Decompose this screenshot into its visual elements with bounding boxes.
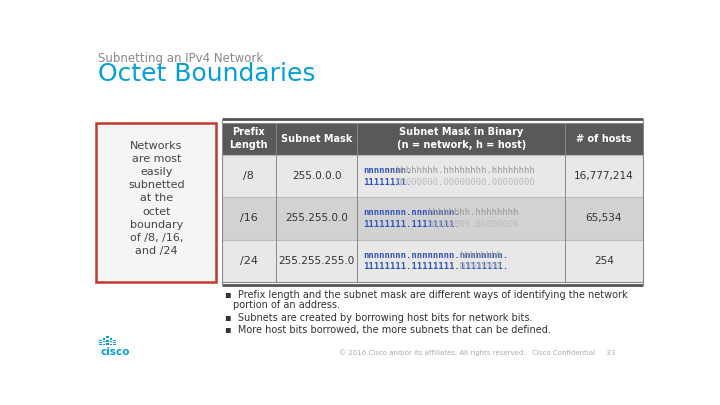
Text: 65,534: 65,534 bbox=[585, 213, 622, 224]
Bar bbox=[222, 197, 642, 240]
Bar bbox=[113, 342, 116, 343]
Bar bbox=[107, 336, 109, 338]
Text: 00000000: 00000000 bbox=[459, 262, 502, 271]
Text: /8: /8 bbox=[243, 171, 254, 181]
Bar bbox=[109, 338, 112, 340]
Bar bbox=[222, 155, 642, 197]
Text: Prefix
Length: Prefix Length bbox=[230, 128, 268, 150]
Text: ▪  More host bits borrowed, the more subnets that can be defined.: ▪ More host bits borrowed, the more subn… bbox=[225, 325, 551, 335]
Text: /24: /24 bbox=[240, 256, 258, 266]
Bar bbox=[109, 341, 112, 342]
Text: 254: 254 bbox=[594, 256, 613, 266]
Text: hhhhhhhh: hhhhhhhh bbox=[459, 251, 502, 260]
Bar bbox=[96, 123, 216, 282]
Bar bbox=[103, 341, 105, 342]
Text: Subnet Mask in Binary
(n = network, h = host): Subnet Mask in Binary (n = network, h = … bbox=[397, 128, 526, 150]
Text: Subnetting an IPv4 Network: Subnetting an IPv4 Network bbox=[98, 53, 263, 66]
Bar bbox=[103, 344, 105, 345]
Bar bbox=[222, 123, 642, 155]
Text: ▪  Prefix length and the subnet mask are different ways of identifying the netwo: ▪ Prefix length and the subnet mask are … bbox=[225, 290, 627, 300]
Text: nnnnnnnn.nnnnnnnn.nnnnnnnn.: nnnnnnnn.nnnnnnnn.nnnnnnnn. bbox=[364, 251, 509, 260]
Text: cisco: cisco bbox=[100, 347, 130, 356]
Bar bbox=[103, 338, 105, 340]
Text: © 2016 Cisco and/or its affiliates. All rights reserved.   Cisco Confidential   : © 2016 Cisco and/or its affiliates. All … bbox=[339, 349, 616, 356]
Text: 11111111.11111111.: 11111111.11111111. bbox=[364, 220, 460, 229]
Bar bbox=[109, 344, 112, 345]
Bar bbox=[99, 344, 102, 345]
Text: nnnnnnnn.nnnnnnnn.: nnnnnnnn.nnnnnnnn. bbox=[364, 209, 460, 217]
Text: 00000000.00000000: 00000000.00000000 bbox=[427, 220, 518, 229]
Bar bbox=[99, 342, 102, 343]
Bar bbox=[107, 343, 109, 345]
Text: 11111111.: 11111111. bbox=[364, 178, 412, 187]
Bar bbox=[222, 240, 642, 282]
Text: 255.255.255.0: 255.255.255.0 bbox=[279, 256, 355, 266]
Text: 255.0.0.0: 255.0.0.0 bbox=[292, 171, 341, 181]
Text: 16,777,214: 16,777,214 bbox=[574, 171, 634, 181]
Text: Networks
are most
easily
subnetted
at the
octet
boundary
of /8, /16,
and /24: Networks are most easily subnetted at th… bbox=[128, 141, 184, 256]
Text: Subnet Mask: Subnet Mask bbox=[281, 134, 352, 144]
Text: 00000000.00000000.00000000: 00000000.00000000.00000000 bbox=[395, 178, 535, 187]
Bar bbox=[113, 340, 116, 341]
Text: portion of an address.: portion of an address. bbox=[233, 301, 340, 310]
Text: hhhhhhhh.hhhhhhhh: hhhhhhhh.hhhhhhhh bbox=[427, 209, 518, 217]
Text: Octet Boundaries: Octet Boundaries bbox=[98, 62, 315, 86]
Text: nnnnnnnn.: nnnnnnnn. bbox=[364, 166, 412, 175]
Bar bbox=[99, 340, 102, 341]
Text: /16: /16 bbox=[240, 213, 258, 224]
Bar bbox=[107, 340, 109, 341]
Text: ▪  Subnets are created by borrowing host bits for network bits.: ▪ Subnets are created by borrowing host … bbox=[225, 313, 532, 323]
Text: 11111111.11111111.11111111.: 11111111.11111111.11111111. bbox=[364, 262, 509, 271]
Text: hhhhhhhh.hhhhhhhh.hhhhhhhh: hhhhhhhh.hhhhhhhh.hhhhhhhh bbox=[395, 166, 535, 175]
Bar bbox=[113, 344, 116, 345]
Text: # of hosts: # of hosts bbox=[576, 134, 631, 144]
Text: 255.255.0.0: 255.255.0.0 bbox=[285, 213, 348, 224]
